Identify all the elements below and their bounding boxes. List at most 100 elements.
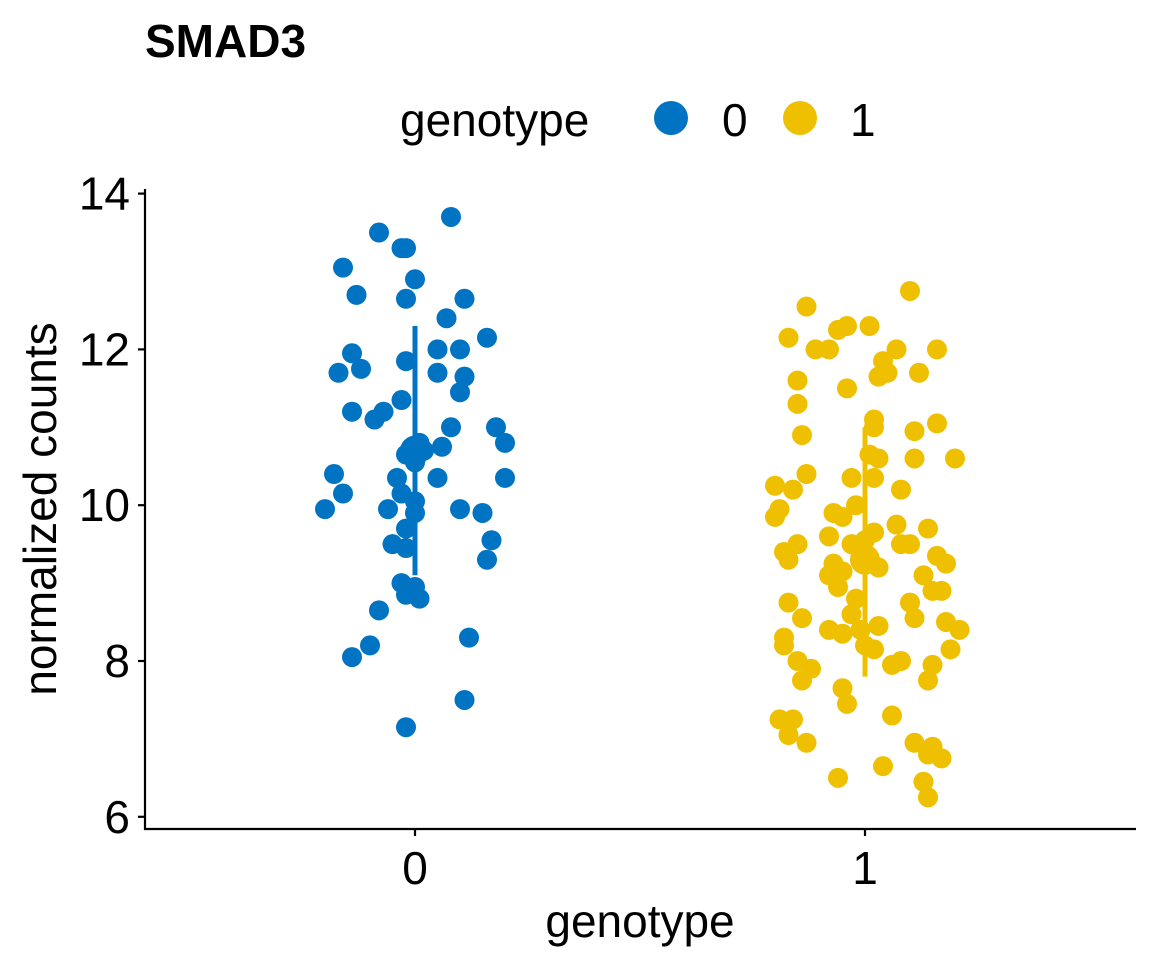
data-point-0 [360,635,380,656]
data-point-1 [927,413,947,434]
data-point-0 [450,382,470,403]
data-point-1 [882,654,902,675]
data-point-1 [783,709,803,730]
data-point-1 [841,604,862,625]
data-point-0 [342,647,362,668]
summary-bars [400,326,880,677]
y-tick-label: 12 [79,323,130,375]
data-point-0 [427,339,448,360]
data-point-1 [846,495,866,516]
data-point-1 [805,339,826,360]
mean-point-0 [400,435,430,466]
data-point-1 [778,592,799,613]
data-point-1 [904,448,925,469]
x-axis-title: genotype [545,895,734,947]
data-point-0 [351,358,371,379]
data-point-1 [841,467,862,488]
data-point-1 [918,670,938,691]
data-point-1 [787,393,808,414]
data-point-1 [927,339,947,360]
data-point-1 [783,479,803,500]
data-point-1 [778,327,799,348]
data-point-0 [387,467,407,488]
data-point-0 [396,717,416,738]
data-point-1 [837,316,857,337]
data-point-0 [369,222,389,243]
y-tick-label: 8 [104,635,130,687]
data-point-0 [364,409,385,430]
data-point-1 [886,339,907,360]
data-point-0 [495,432,515,453]
data-point-1 [873,756,893,777]
data-point-0 [495,467,515,488]
data-point-1 [792,608,812,629]
data-point-1 [931,580,952,601]
y-tick-label: 14 [79,168,130,220]
mean-point-1 [850,544,880,575]
data-point-1 [886,514,907,535]
data-point-1 [828,767,848,788]
data-point-1 [778,725,799,746]
data-point-1 [864,467,884,488]
data-point-1 [900,280,920,301]
data-point-0 [378,499,398,520]
data-point-1 [792,425,812,446]
data-point-1 [832,678,853,699]
data-point-0 [396,518,416,539]
x-tick-label: 0 [402,842,428,894]
legend-label-0: 0 [722,94,748,146]
data-point-1 [796,732,817,753]
data-point-1 [904,608,925,629]
legend-key-0 [654,101,688,135]
data-point-1 [918,518,938,539]
data-point-0 [396,238,416,259]
data-point-0 [477,327,497,348]
data-point-0 [333,257,353,278]
data-point-1 [864,639,884,660]
data-point-1 [913,565,934,586]
data-point-0 [396,538,416,559]
data-point-1 [868,448,889,469]
data-point-1 [778,549,799,570]
data-point-0 [477,549,497,570]
legend: genotype 0 1 [400,94,876,146]
data-point-1 [900,592,920,613]
data-point-1 [864,417,884,438]
data-point-1 [931,748,952,769]
data-point-1 [765,506,785,527]
data-point-0 [486,417,506,438]
legend-label-1: 1 [850,94,876,146]
y-axis-title: normalized counts [14,322,66,695]
data-point-0 [436,308,457,329]
data-point-1 [792,670,812,691]
data-point-0 [324,464,344,485]
data-point-0 [481,530,502,551]
data-point-1 [904,732,925,753]
data-point-1 [765,475,785,496]
data-point-0 [405,269,425,290]
data-point-1 [837,693,857,714]
data-point-1 [940,639,961,660]
data-point-0 [342,401,362,422]
data-point-1 [909,362,929,383]
data-point-0 [328,362,349,383]
data-point-0 [472,502,493,523]
data-point-0 [396,351,416,372]
data-point-1 [936,553,956,574]
data-point-0 [396,288,416,309]
data-point-1 [787,370,808,391]
data-point-1 [913,771,934,792]
data-point-1 [945,448,965,469]
data-point-1 [819,526,839,547]
data-point-0 [454,288,475,309]
data-point-0 [342,343,362,364]
data-point-1 [774,635,794,656]
data-point-0 [427,362,448,383]
data-point-1 [891,479,911,500]
data-point-0 [450,339,470,360]
data-point-1 [868,615,889,636]
data-point-1 [832,506,853,527]
data-point-0 [450,499,470,520]
